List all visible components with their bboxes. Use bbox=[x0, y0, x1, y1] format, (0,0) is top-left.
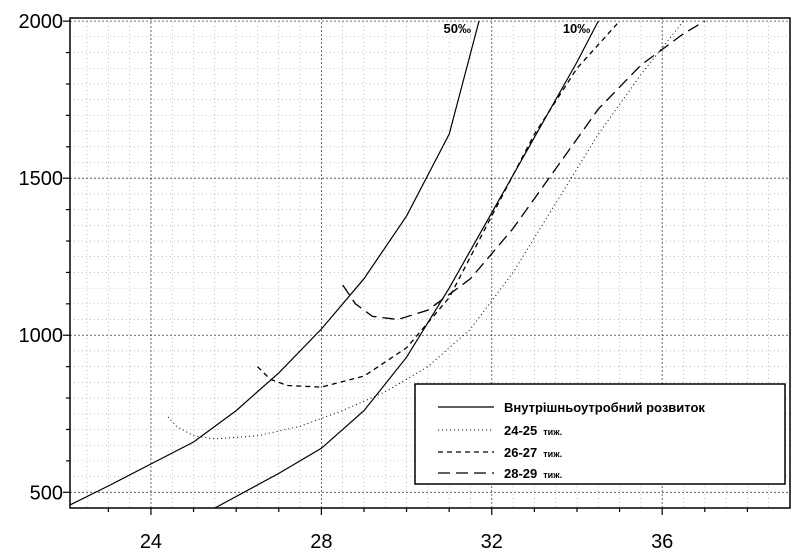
legend-unit-2: тиж. bbox=[543, 449, 562, 459]
axes bbox=[63, 17, 791, 515]
legend-range-2: 26-27 bbox=[504, 445, 537, 460]
y-tick-label: 500 bbox=[30, 482, 63, 504]
legend: Внутрішньоутробний розвиток 24-25 тиж. 26… bbox=[414, 383, 786, 485]
x-tick-label: 24 bbox=[140, 531, 162, 553]
series-line-0 bbox=[69, 20, 480, 506]
legend-range-1: 24-25 bbox=[504, 423, 537, 438]
legend-unit-1: тиж. bbox=[543, 427, 562, 437]
y-tick-label: 1000 bbox=[19, 325, 64, 347]
legend-label-0: Внутрішньоутробний розвиток bbox=[504, 400, 705, 415]
legend-label-1: 24-25 тиж. bbox=[504, 423, 562, 438]
legend-label-3: 28-29 тиж. bbox=[504, 466, 562, 481]
series-group: 50‰ 10‰ bbox=[69, 20, 706, 509]
series-line-4 bbox=[342, 20, 706, 321]
plot-frame bbox=[69, 17, 791, 509]
curve-label-1: 10‰ bbox=[563, 21, 590, 36]
legend-range-3: 28-29 bbox=[504, 466, 537, 481]
legend-box bbox=[414, 383, 786, 485]
x-tick-label: 32 bbox=[481, 531, 503, 553]
legend-label-2: 26-27 тиж. bbox=[504, 445, 562, 460]
x-tick-label: 28 bbox=[310, 531, 332, 553]
series-line-3 bbox=[257, 20, 621, 388]
y-tick-label: 2000 bbox=[19, 11, 64, 33]
tick-labels: 24 28 32 36 500 1000 1500 2000 bbox=[19, 11, 674, 553]
legend-unit-3: тиж. bbox=[543, 470, 562, 480]
y-tick-label: 1500 bbox=[19, 168, 64, 190]
curve-label-0: 50‰ bbox=[444, 21, 471, 36]
x-tick-label: 36 bbox=[651, 531, 673, 553]
series-line-2 bbox=[167, 20, 684, 440]
